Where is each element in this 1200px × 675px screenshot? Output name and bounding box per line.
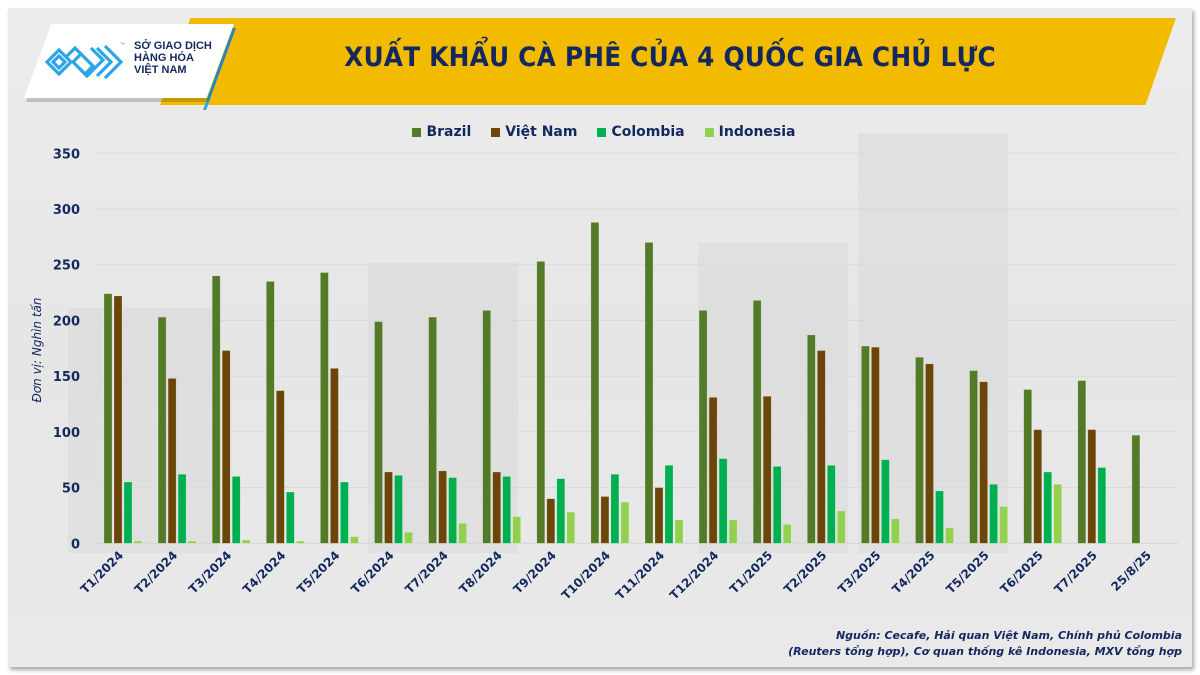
logo-line-3: VIỆT NAM [134, 64, 187, 76]
title-banner [160, 18, 1176, 105]
logo-box [24, 24, 234, 98]
legend-label: Việt Nam [505, 124, 578, 140]
legend-swatch-icon [704, 127, 714, 137]
logo-icon [45, 44, 123, 80]
legend-swatch-icon [412, 127, 422, 137]
background-decoration [368, 263, 518, 553]
chart-card [8, 8, 1192, 667]
chart-title: XUẤT KHẨU CÀ PHÊ CỦA 4 QUỐC GIA CHỦ LỰC [344, 42, 996, 73]
logo-line-2: HÀNG HÓA [134, 52, 194, 64]
logo-line-1: SỞ GIAO DỊCH [134, 40, 212, 52]
background-decoration [858, 133, 1008, 553]
legend-swatch-icon [491, 127, 501, 137]
source-line-2: (Reuters tổng hợp), Cơ quan thống kê Ind… [788, 645, 1182, 658]
background-decoration [68, 308, 218, 553]
legend-item-brazil: Brazil [412, 124, 471, 140]
legend-item-colombia: Colombia [597, 124, 685, 140]
legend-label: Brazil [426, 124, 472, 140]
y-axis-title: Đơn vị: Nghìn tấn [30, 297, 44, 403]
legend-item-vietnam: Việt Nam [491, 124, 577, 140]
chart-legend: Brazil Việt Nam Colombia Indonesia [0, 124, 1200, 140]
logo-text: SỞ GIAO DỊCH HÀNG HÓA VIỆT NAM [134, 40, 212, 76]
source-line-1: Nguồn: Cecafe, Hải quan Việt Nam, Chính … [835, 629, 1182, 642]
legend-swatch-icon [597, 127, 607, 137]
legend-label: Indonesia [718, 124, 796, 140]
legend-label: Colombia [611, 124, 685, 140]
background-decoration [698, 243, 848, 553]
legend-item-indonesia: Indonesia [704, 124, 796, 140]
source-note: Nguồn: Cecafe, Hải quan Việt Nam, Chính … [788, 628, 1182, 660]
logo-trademark: ™ [120, 42, 125, 48]
